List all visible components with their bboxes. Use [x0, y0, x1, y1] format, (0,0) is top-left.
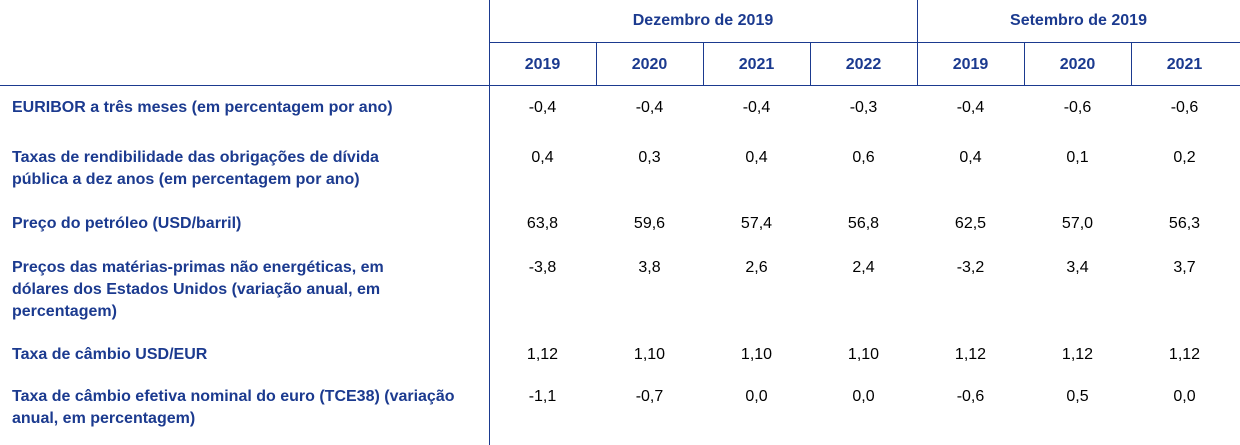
table-cell: 2,4: [852, 259, 875, 276]
table-cell: 1,10: [633, 346, 666, 363]
table-cell: 3,4: [1066, 259, 1089, 276]
year-header: 2021: [738, 56, 775, 73]
table-cell: 0,0: [852, 388, 875, 405]
table-cell: 2,6: [745, 259, 768, 276]
row-label: Taxa de câmbio USD/EUR: [12, 346, 208, 363]
table-cell: 1,12: [1168, 346, 1201, 363]
grid-line: [703, 42, 704, 85]
year-header: 2022: [845, 56, 882, 73]
table-cell: 0,0: [745, 388, 768, 405]
table-cell: 1,12: [954, 346, 987, 363]
table-cell: -0,6: [1063, 99, 1092, 116]
table-cell: -0,6: [1170, 99, 1199, 116]
table-cell: 0,4: [959, 149, 982, 166]
grid-line: [596, 42, 597, 85]
year-header: 2020: [1059, 56, 1096, 73]
table-cell: 1,10: [847, 346, 880, 363]
grid-line: [1024, 42, 1025, 85]
table-cell: 63,8: [526, 215, 559, 232]
table-cell: 59,6: [633, 215, 666, 232]
grid-line: [810, 42, 811, 85]
table-cell: 0,2: [1173, 149, 1196, 166]
row-label: Preço do petróleo (USD/barril): [12, 215, 242, 232]
grid-line: [489, 0, 490, 445]
table-cell: 0,6: [852, 149, 875, 166]
table-cell: 1,12: [526, 346, 559, 363]
group-header: Setembro de 2019: [1010, 12, 1147, 29]
table-cell: -0,4: [528, 99, 557, 116]
year-header: 2019: [952, 56, 989, 73]
table-cell: 57,0: [1061, 215, 1094, 232]
table-cell: 57,4: [740, 215, 773, 232]
table-cell: 1,12: [1061, 346, 1094, 363]
table-cell: -0,7: [635, 388, 664, 405]
table-cell: 1,10: [740, 346, 773, 363]
row-label: Taxa de câmbio efetiva nominal do euro (…: [12, 388, 455, 427]
table-cell: -0,3: [849, 99, 878, 116]
table-cell: 0,4: [531, 149, 554, 166]
row-label: Taxas de rendibilidade das obrigações de…: [12, 149, 379, 188]
year-header: 2019: [524, 56, 561, 73]
grid-line: [489, 42, 1240, 43]
year-header: 2020: [631, 56, 668, 73]
table-cell: -1,1: [528, 388, 557, 405]
row-label: Preços das matérias-primas não energétic…: [12, 259, 384, 320]
table-cell: 56,3: [1168, 215, 1201, 232]
grid-line: [0, 85, 1240, 86]
grid-line: [1131, 42, 1132, 85]
table-cell: 62,5: [954, 215, 987, 232]
table-cell: 0,4: [745, 149, 768, 166]
year-header: 2021: [1166, 56, 1203, 73]
table-cell: -0,4: [956, 99, 985, 116]
table-cell: 0,5: [1066, 388, 1089, 405]
group-header: Dezembro de 2019: [632, 12, 774, 29]
table-cell: -0,4: [635, 99, 664, 116]
table-cell: -0,6: [956, 388, 985, 405]
table-cell: 56,8: [847, 215, 880, 232]
row-label: EURIBOR a três meses (em percentagem por…: [12, 99, 393, 116]
table-cell: -3,2: [956, 259, 985, 276]
table-cell: -3,8: [528, 259, 557, 276]
table-cell: 0,1: [1066, 149, 1089, 166]
table-cell: -0,4: [742, 99, 771, 116]
table-cell: 3,8: [638, 259, 661, 276]
table-cell: 0,3: [638, 149, 661, 166]
table-cell: 3,7: [1173, 259, 1196, 276]
table-cell: 0,0: [1173, 388, 1196, 405]
